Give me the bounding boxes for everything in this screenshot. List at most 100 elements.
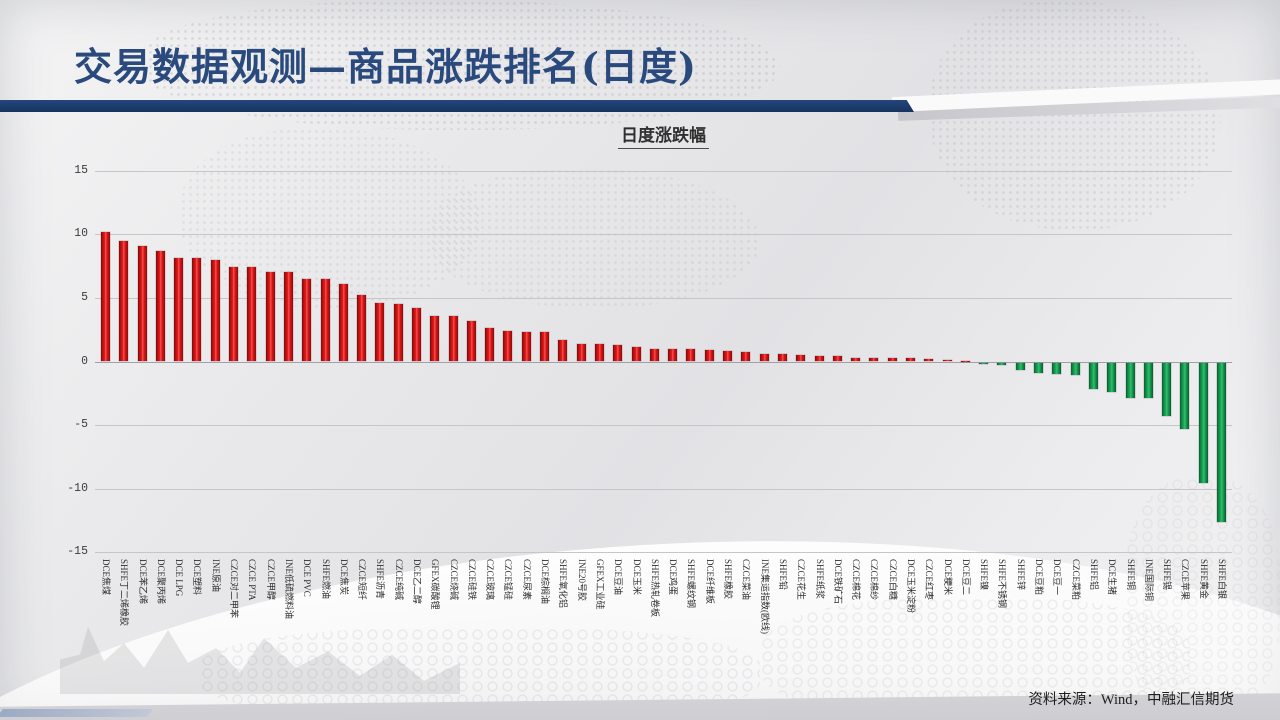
x-axis-label: CZCE短纤 [357,559,368,601]
bar-DCE生猪 [1107,362,1117,392]
bar-SHFE铅 [777,354,787,362]
x-axis-label: DCE粳米 [942,559,953,596]
x-axis-label: DCE棕榈油 [540,559,551,605]
x-axis-label: SHFE铅 [777,559,788,591]
bar-DCE豆二 [960,360,970,362]
x-axis-label: CZCE对二甲苯 [229,559,240,619]
bar-DCE鸡蛋 [668,349,678,362]
bar-DCE LPG [174,257,184,362]
honeycomb-texture [1125,478,1280,720]
bar-SHFE铜 [1125,362,1135,398]
gridline [95,425,1232,427]
x-axis-label: CZCE棉纱 [869,559,880,601]
x-axis-label: CZCE甲醇 [265,559,276,601]
x-axis-label: DCE鸡蛋 [668,559,679,596]
x-axis-label: INE集运指数(欧线) [759,559,770,634]
bar-SHFE沥青 [375,302,385,362]
x-axis-label: SHFE丁二烯橡胶 [119,559,130,627]
bar-CZCE白糖 [887,358,897,362]
x-axis-label: CZCE白糖 [887,559,898,601]
y-axis-tick-label: -15 [67,545,88,559]
x-axis-label: DCE苯乙烯 [137,559,148,605]
x-axis-label: DCE PVC [302,559,313,597]
x-axis-label: GFEX碳酸锂 [430,559,441,610]
data-source-note: 资料来源：Wind，中融汇信期货 [1028,692,1234,708]
x-axis-label: DCE聚丙烯 [155,559,166,605]
x-axis-label: CZCE棉花 [851,559,862,601]
x-axis-label: SHFE铝 [1088,559,1099,591]
bar-SHFE热轧卷板 [649,348,659,362]
bar-DCE豆一 [1052,362,1062,374]
zero-axis-line [95,361,1232,363]
bar-CZCE尿素 [521,331,531,362]
x-axis-label: DCE豆二 [960,559,971,596]
bar-DCE PVC [302,278,312,362]
bar-CZCE PTA [247,267,257,362]
bar-SHFE锌 [1015,362,1025,371]
bar-DCE豆粕 [1034,362,1044,373]
x-axis-label: CZCE菜油 [741,559,752,601]
bar-SHFE铝 [1088,362,1098,390]
bar-SHFE锡 [1162,362,1172,416]
x-axis-label: SHFE锡 [1162,559,1173,591]
x-axis-label: DCE豆油 [613,559,624,596]
bar-DCE焦炭 [338,283,348,362]
x-axis-label: INE低硫燃料油 [283,559,294,619]
bar-INE20号胶 [576,343,586,362]
x-axis-label: SHFE镍 [979,559,990,591]
bar-SHFE不锈钢 [997,362,1007,366]
bar-DCE苯乙烯 [137,245,147,362]
x-axis-label: SHFE橡胶 [723,559,734,600]
bar-CZCE硅铁 [466,321,476,362]
bar-CZCE对二甲苯 [229,267,239,362]
gridline [95,488,1232,490]
x-axis-label: GFEX工业硅 [594,559,605,610]
y-axis-tick-label: 10 [74,227,88,241]
bar-DCE焦煤 [101,232,110,362]
x-axis-label: CZCE红枣 [924,559,935,601]
bar-CZCE花生 [796,355,806,362]
bar-SHFE丁二烯橡胶 [119,240,129,362]
bar-DCE玉米淀粉 [905,358,915,362]
y-axis-tick-label: -10 [67,481,88,495]
bar-CZCE红枣 [924,358,934,362]
x-axis-label: SHFE螺纹钢 [686,559,697,609]
bar-CZCE菜粕 [1070,362,1080,376]
x-axis-label: CZCE花生 [796,559,807,601]
y-axis-tick-label: -5 [74,418,88,432]
x-axis-label: CZCE烧碱 [448,559,459,601]
worldmap-dots-texture [430,168,760,308]
x-axis-label: DCE塑料 [192,559,203,596]
bar-DCE纤维板 [704,350,714,362]
bar-CZCE甲醇 [265,272,275,362]
x-axis-label: DCE LPG [174,559,185,597]
x-axis-label: SHFE白银 [1216,559,1227,600]
gridline [95,552,1232,554]
x-axis-label: SHFE不锈钢 [997,559,1008,609]
chart-title-text: 日度涨跌幅 [618,121,709,149]
y-axis-tick-label: 5 [81,290,88,304]
x-axis-label: CZCE PTA [247,559,258,601]
y-axis-tick-label: 0 [81,354,88,368]
bar-SHFE螺纹钢 [686,349,696,362]
x-axis-label: INE原油 [210,559,221,592]
bar-GFEX碳酸锂 [430,315,440,362]
x-axis-label: SHFE氧化铝 [558,559,569,609]
bar-CZCE锰硅 [503,330,513,362]
bar-DCE乙二醇 [412,308,421,362]
x-axis-label: CZCE苹果 [1180,559,1191,601]
title-underline-band [0,100,914,112]
bar-DCE铁矿石 [832,356,842,362]
bar-SHFE燃油 [320,278,330,362]
x-axis-label: INE20号胶 [576,559,587,601]
x-axis-label: SHFE热轧卷板 [649,559,660,618]
bar-INE国际铜 [1143,362,1153,399]
gridline [95,297,1232,299]
bar-SHFE白银 [1216,362,1226,522]
x-axis-label: SHFE锌 [1015,559,1026,591]
x-axis-label: CZCE纯碱 [393,559,404,601]
chart-title: 日度涨跌幅 [95,121,1232,149]
bar-SHFE纸浆 [814,356,824,362]
